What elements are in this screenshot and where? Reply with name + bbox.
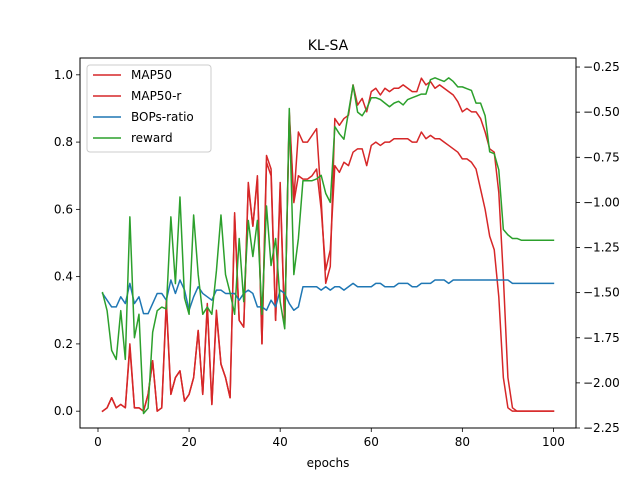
series-line-map50-r (101, 114, 555, 413)
x-tick-label: 80 (455, 435, 470, 449)
y2-tick-label: −2.25 (583, 421, 620, 435)
y2-tick-label: −0.50 (583, 105, 620, 119)
y2-tick-label: −1.25 (583, 241, 620, 255)
legend-label: MAP50-r (131, 89, 181, 103)
plot-frame (79, 57, 577, 429)
legend-label: reward (131, 131, 173, 145)
series-line-bops-ratio (101, 279, 555, 315)
series-layer (101, 77, 555, 415)
chart-title: KL-SA (308, 38, 349, 54)
legend-label: MAP50 (131, 68, 172, 82)
y2-tick-label: −1.50 (583, 286, 620, 300)
y2-tick-label: −0.25 (583, 60, 620, 74)
y2-tick-label: −0.75 (583, 150, 620, 164)
y-tick-label: 0.4 (54, 270, 73, 284)
y2-tick-label: −1.00 (583, 195, 620, 209)
y2-tick-label: −1.75 (583, 331, 620, 345)
series-line-reward (101, 77, 555, 415)
legend-box (86, 64, 212, 153)
x-tick-label: 100 (542, 435, 565, 449)
y-tick-label: 0.6 (54, 202, 73, 216)
x-axis: 0 20 40 60 80 100 (94, 428, 565, 449)
x-tick-label: 60 (364, 435, 379, 449)
y-tick-label: 0.0 (54, 404, 73, 418)
y-axis-left: 0.0 0.2 0.4 0.6 0.8 1.0 (54, 68, 80, 418)
y2-tick-label: −2.00 (583, 376, 620, 390)
x-tick-label: 40 (273, 435, 288, 449)
x-tick-label: 20 (181, 435, 196, 449)
y-tick-label: 0.2 (54, 337, 73, 351)
legend-label: BOPs-ratio (131, 110, 194, 124)
x-tick-label: 0 (94, 435, 102, 449)
x-axis-label: epochs (307, 456, 350, 470)
y-tick-label: 1.0 (54, 68, 73, 82)
y-tick-label: 0.8 (54, 135, 73, 149)
plot-area (79, 57, 577, 429)
y-axis-right: −2.25 −2.00 −1.75 −1.50 −1.25 −1.00 −0.75 −0.50… (576, 60, 620, 435)
legend: MAP50 MAP50-r BOPs-ratio reward (86, 64, 212, 153)
